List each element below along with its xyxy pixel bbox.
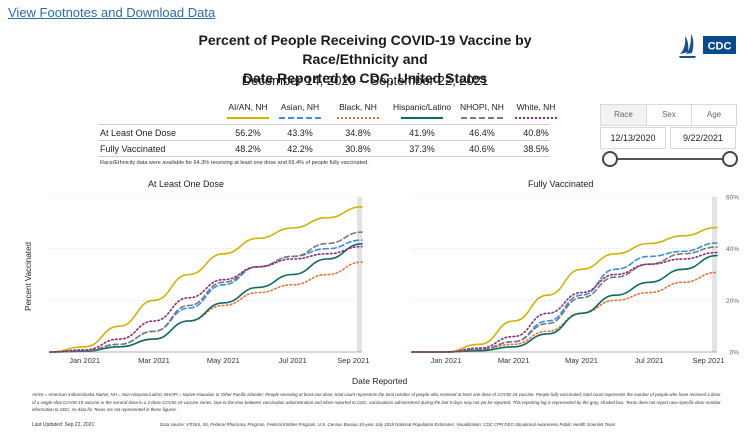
series-line-black-nh	[49, 261, 363, 353]
x-axis-label: Date Reported	[352, 376, 408, 386]
cdc-logo-box	[703, 36, 736, 54]
series-line-hispanic-latino	[49, 243, 363, 353]
x-tick-label: May 2021	[207, 356, 240, 365]
y-tick-label: 20%	[726, 298, 739, 305]
row-label-fully-vaccinated: Fully Vaccinated	[100, 144, 166, 154]
cell-aian-dose1: 56.2%	[235, 128, 261, 138]
last-updated: Last Updated: Sep 22, 2021	[32, 422, 95, 428]
table-rule-mid	[98, 140, 550, 141]
table-rule-top	[98, 124, 550, 125]
chart-title: Percent of People Receiving COVID-19 Vac…	[150, 31, 580, 88]
title-line-2: Date Reported to CDC, United States	[242, 70, 488, 86]
start-date-field[interactable]: 12/13/2020	[600, 127, 666, 149]
series-line-asian-nh	[411, 242, 718, 353]
cell-white-full: 38.5%	[523, 144, 549, 154]
x-tick-label: Jul 2021	[278, 356, 306, 365]
x-tick-label: Sep 2021	[692, 356, 724, 365]
legend-swatch-aian	[227, 117, 269, 119]
y-tick-label: 60%	[726, 195, 739, 202]
y-tick-label: 40%	[726, 246, 739, 253]
x-tick-label: Mar 2021	[138, 356, 170, 365]
panel-title-left: At Least One Dose	[148, 179, 225, 189]
legend-swatch-nhopi	[461, 117, 503, 119]
legend-label-asian: Asian, NH	[280, 102, 320, 112]
cell-nhopi-dose1: 46.4%	[469, 128, 495, 138]
series-line-white-nh	[411, 251, 718, 353]
row-label-at-least-one-dose: At Least One Dose	[100, 128, 177, 138]
date-slider-start-handle[interactable]	[602, 151, 618, 167]
tab-age[interactable]: Age	[691, 104, 737, 126]
cdc-logo-text: CDC	[708, 41, 732, 53]
y-tick-label: 0%	[730, 350, 740, 357]
cell-aian-full: 48.2%	[235, 144, 261, 154]
legend-swatch-white	[515, 117, 557, 119]
legend-label-black: Black, NH	[339, 102, 377, 112]
legend-label-nhopi: NHOPI, NH	[460, 102, 504, 112]
legend-label-white: White, NH	[516, 102, 556, 112]
series-line-nhopi-nh	[49, 231, 363, 353]
cell-black-dose1: 34.8%	[345, 128, 371, 138]
availability-note: Race/Ethnicity data were available for 6…	[100, 160, 369, 166]
series-line-ai-an-nh	[411, 226, 718, 353]
view-footnotes-link[interactable]: View Footnotes and Download Data	[8, 5, 216, 20]
series-line-nhopi-nh	[411, 246, 718, 353]
legend-swatch-black	[337, 117, 379, 119]
cell-white-dose1: 40.8%	[523, 128, 549, 138]
cell-hispanic-full: 37.3%	[409, 144, 435, 154]
x-tick-label: Sep 2021	[337, 356, 369, 365]
x-tick-label: Jan 2021	[430, 356, 461, 365]
series-line-asian-nh	[49, 239, 363, 353]
cell-asian-dose1: 43.3%	[287, 128, 313, 138]
panel-title-right: Fully Vaccinated	[528, 179, 594, 189]
cdc-logo: CDC	[679, 34, 736, 58]
x-tick-label: May 2021	[565, 356, 598, 365]
x-tick-label: Jul 2021	[635, 356, 663, 365]
legend-label-hispanic: Hispanic/Latino	[392, 102, 452, 112]
series-line-white-nh	[49, 245, 363, 353]
table-rule-bottom	[98, 156, 550, 157]
date-range-subtitle: December 14, 2020 – September 22, 2021	[241, 73, 489, 88]
reporting-lag-box	[357, 197, 362, 352]
legend-swatch-asian	[279, 117, 321, 119]
x-tick-label: Mar 2021	[498, 356, 530, 365]
cell-nhopi-full: 40.6%	[469, 144, 495, 154]
end-date-field[interactable]: 9/22/2021	[670, 127, 736, 149]
cell-asian-full: 42.2%	[287, 144, 313, 154]
series-line-hispanic-latino	[411, 254, 718, 353]
x-tick-label: Jan 2021	[69, 356, 100, 365]
data-source-note: Data source: VTrckS, IIS, Federal Pharma…	[160, 422, 616, 427]
title-line-1: Percent of People Receiving COVID-19 Vac…	[198, 32, 532, 67]
series-line-ai-an-nh	[49, 206, 363, 353]
date-slider-track[interactable]	[610, 158, 730, 160]
legend-label-aian: AI/AN, NH	[228, 102, 268, 112]
cell-black-full: 30.8%	[345, 144, 371, 154]
cell-hispanic-dose1: 41.9%	[409, 128, 435, 138]
series-line-black-nh	[411, 271, 718, 353]
footnote-text: AI/AN = American Indian/Alaska Native; N…	[32, 392, 721, 412]
hhs-eagle-icon	[679, 34, 696, 58]
legend-swatch-hispanic	[401, 117, 443, 119]
date-slider-end-handle[interactable]	[722, 151, 738, 167]
reporting-lag-box	[712, 197, 717, 352]
